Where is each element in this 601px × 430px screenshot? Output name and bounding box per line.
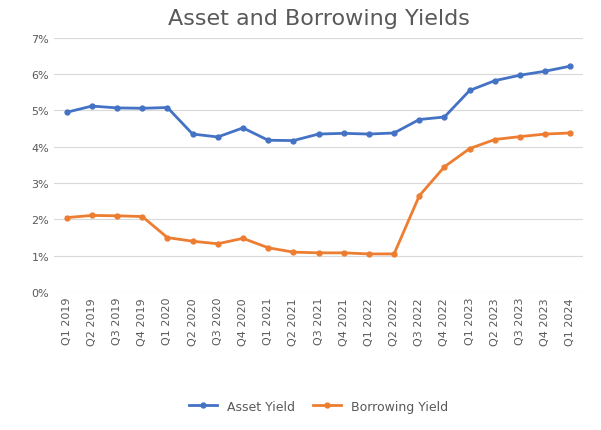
Asset Yield (264, 138, 272, 144)
Borrowing Yield (567, 131, 574, 136)
Legend: Asset Yield, Borrowing Yield: Asset Yield, Borrowing Yield (184, 395, 453, 418)
Asset Yield (567, 64, 574, 70)
Borrowing Yield (542, 132, 549, 137)
Borrowing Yield (214, 242, 221, 247)
Line: Borrowing Yield: Borrowing Yield (64, 131, 573, 257)
Borrowing Yield (88, 213, 96, 218)
Asset Yield (516, 74, 523, 79)
Borrowing Yield (340, 251, 347, 256)
Borrowing Yield (516, 135, 523, 140)
Asset Yield (416, 118, 423, 123)
Asset Yield (189, 132, 196, 137)
Asset Yield (88, 104, 96, 109)
Borrowing Yield (164, 236, 171, 241)
Borrowing Yield (290, 250, 297, 255)
Title: Asset and Borrowing Yields: Asset and Borrowing Yields (168, 9, 469, 29)
Asset Yield (542, 70, 549, 75)
Borrowing Yield (189, 239, 196, 244)
Asset Yield (315, 132, 322, 137)
Asset Yield (239, 126, 246, 131)
Borrowing Yield (315, 251, 322, 256)
Asset Yield (491, 79, 498, 84)
Asset Yield (340, 132, 347, 137)
Asset Yield (365, 132, 373, 137)
Borrowing Yield (239, 236, 246, 241)
Asset Yield (391, 131, 398, 136)
Asset Yield (466, 89, 473, 94)
Asset Yield (139, 107, 146, 112)
Asset Yield (441, 115, 448, 120)
Line: Asset Yield: Asset Yield (64, 64, 573, 144)
Asset Yield (63, 111, 70, 116)
Asset Yield (214, 135, 221, 140)
Borrowing Yield (416, 194, 423, 199)
Borrowing Yield (391, 252, 398, 257)
Borrowing Yield (139, 215, 146, 220)
Asset Yield (114, 106, 121, 111)
Borrowing Yield (114, 214, 121, 219)
Borrowing Yield (466, 147, 473, 152)
Borrowing Yield (365, 252, 373, 257)
Borrowing Yield (491, 138, 498, 143)
Asset Yield (164, 106, 171, 111)
Borrowing Yield (63, 215, 70, 221)
Borrowing Yield (441, 165, 448, 170)
Borrowing Yield (264, 246, 272, 251)
Asset Yield (290, 139, 297, 144)
